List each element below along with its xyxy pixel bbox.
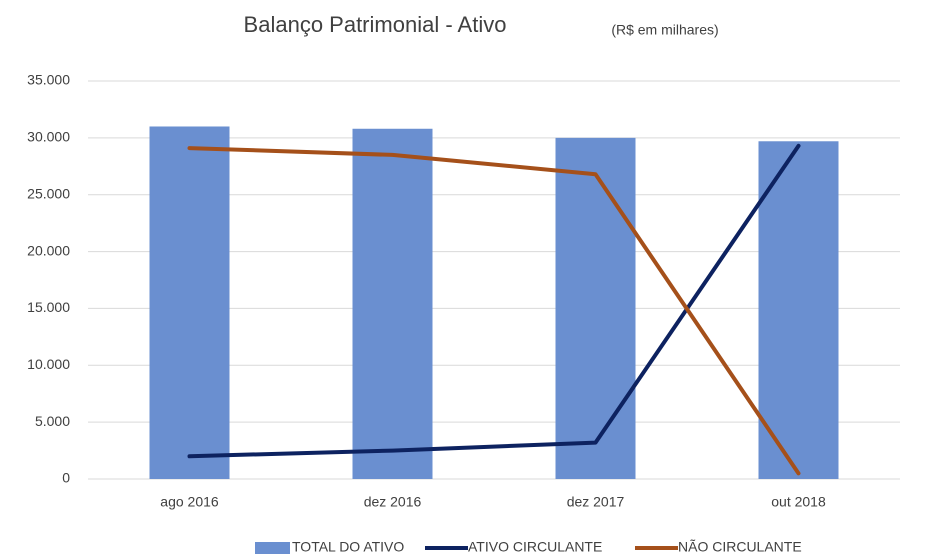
line (187, 143, 801, 459)
bar (555, 137, 636, 479)
x-tick-label: ago 2016 (160, 494, 219, 510)
x-tick-label: dez 2016 (364, 494, 422, 510)
chart-subtitle: (R$ em milhares) (611, 22, 718, 38)
y-tick-label: 30.000 (27, 129, 70, 145)
legend-swatch (255, 542, 290, 554)
x-tick-label: out 2018 (771, 494, 826, 510)
y-tick-label: 25.000 (27, 185, 70, 201)
y-tick-label: 10.000 (27, 356, 70, 372)
y-tick-label: 20.000 (27, 242, 70, 258)
y-tick-label: 35.000 (27, 72, 70, 88)
legend-label: TOTAL DO ATIVO (292, 539, 404, 555)
x-tick-label: dez 2017 (567, 494, 625, 510)
legend-label: ATIVO CIRCULANTE (468, 539, 602, 555)
line (187, 146, 801, 476)
y-tick-label: 15.000 (27, 299, 70, 315)
y-tick-label: 5.000 (35, 413, 70, 429)
y-tick-label: 0 (62, 470, 70, 486)
bar (758, 141, 839, 480)
bar (352, 128, 433, 479)
bar (149, 126, 230, 479)
legend-label: NÃO CIRCULANTE (678, 539, 802, 555)
chart-title: Balanço Patrimonial - Ativo (244, 12, 507, 37)
